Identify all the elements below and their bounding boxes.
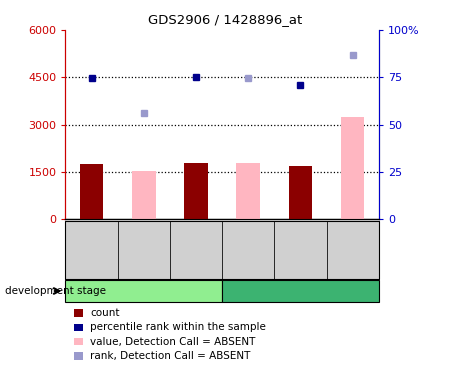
Text: GSM72625: GSM72625 [139, 226, 149, 283]
Bar [80, 164, 103, 219]
Text: percentile rank within the sample: percentile rank within the sample [90, 322, 266, 332]
Text: rank, Detection Call = ABSENT: rank, Detection Call = ABSENT [90, 351, 251, 361]
Text: value, Detection Call = ABSENT: value, Detection Call = ABSENT [90, 337, 256, 346]
Bar [236, 163, 260, 219]
Text: embryonic stem cell: embryonic stem cell [87, 286, 200, 296]
Text: GSM72627: GSM72627 [191, 226, 201, 283]
Bar [184, 163, 208, 219]
Text: GSM72620: GSM72620 [348, 226, 358, 282]
Text: count: count [90, 308, 120, 318]
Bar [289, 166, 312, 219]
Text: embryoid body: embryoid body [258, 286, 342, 296]
Text: development stage: development stage [5, 286, 106, 296]
Bar [341, 117, 364, 219]
Text: GDS2906 / 1428896_at: GDS2906 / 1428896_at [148, 13, 303, 26]
Text: GSM72619: GSM72619 [295, 226, 305, 283]
Text: GSM72617: GSM72617 [243, 226, 253, 283]
Text: GSM72623: GSM72623 [87, 226, 97, 283]
Bar [132, 171, 156, 219]
